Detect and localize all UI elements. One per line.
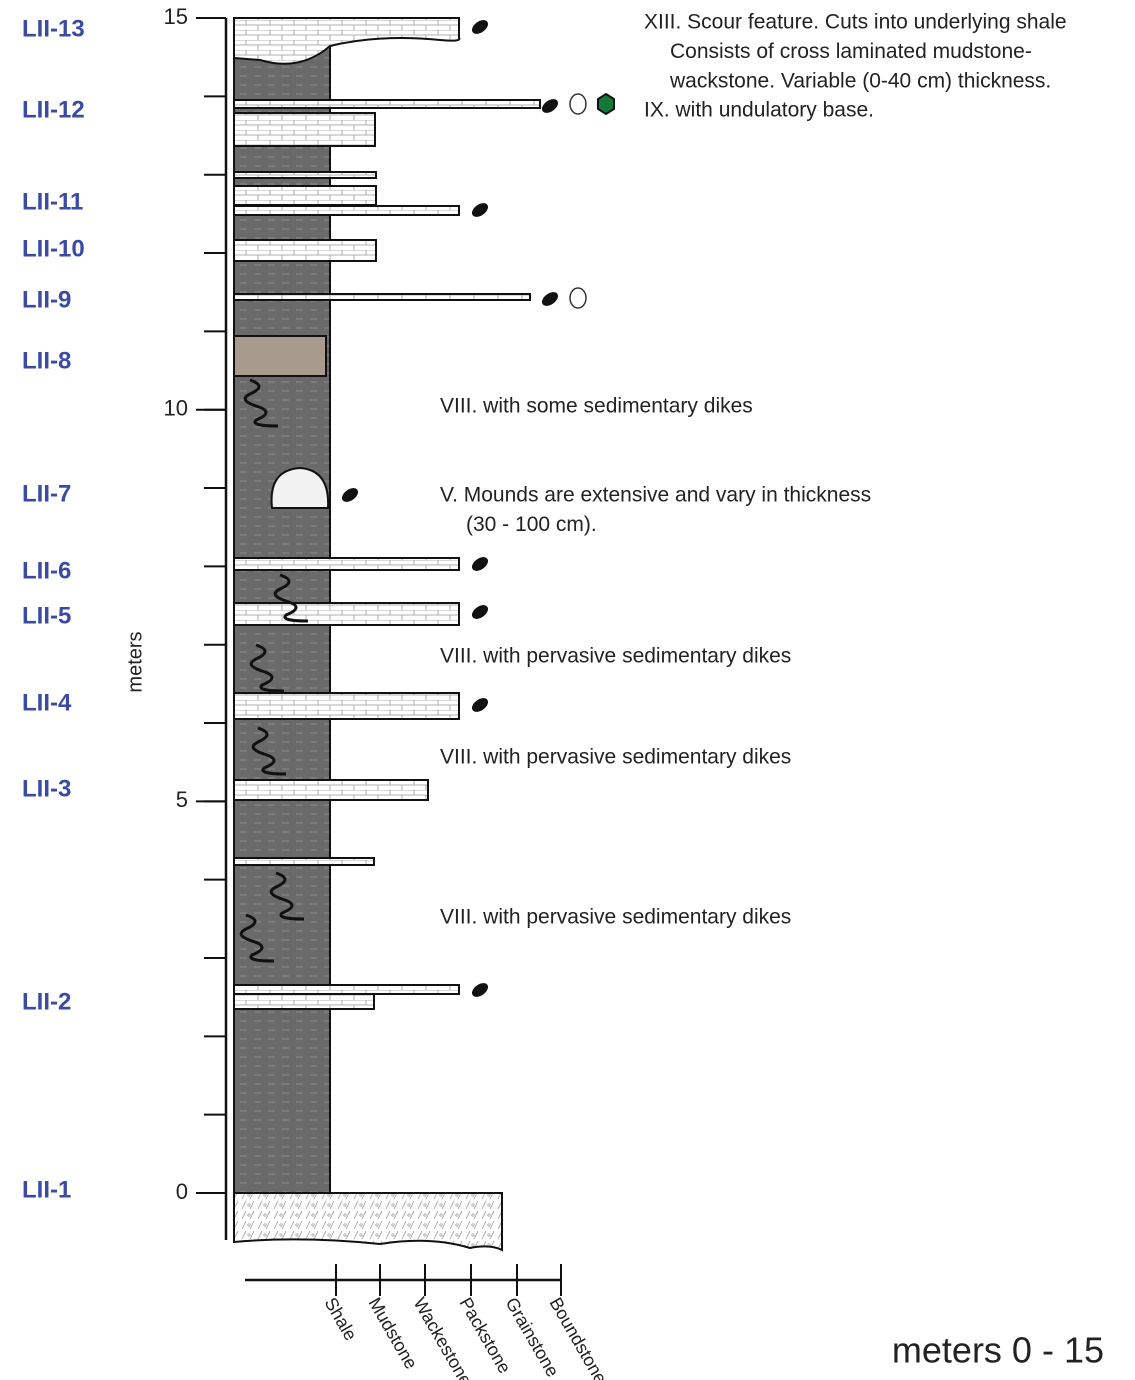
sample-label: LII-8: [22, 347, 71, 374]
limestone-bed: [234, 603, 459, 625]
annotation: V. Mounds are extensive and vary in thic…: [440, 484, 871, 507]
limestone-bed: [234, 100, 540, 108]
sample-label: LII-4: [22, 689, 72, 716]
bioclast: [469, 200, 490, 219]
annotation: wackstone. Variable (0-40 cm) thickness.: [669, 70, 1051, 93]
sample-label: LII-11: [22, 188, 83, 215]
scour-bed: [234, 18, 459, 64]
bioclast: [469, 17, 490, 36]
lithology-label: Shale: [321, 1294, 361, 1344]
sample-label: LII-1: [22, 1176, 71, 1203]
limestone-bed: [234, 186, 376, 205]
limestone-bed: [234, 558, 459, 570]
tick-label: 15: [164, 4, 188, 29]
sample-label: LII-9: [22, 286, 71, 313]
trilobite: [570, 94, 586, 114]
sample-label: LII-13: [22, 15, 85, 42]
annotation: VIII. with pervasive sedimentary dikes: [440, 906, 791, 929]
annotation: VIII. with some sedimentary dikes: [440, 395, 753, 418]
sample-label: LII-6: [22, 557, 71, 584]
caption: meters 0 - 15: [892, 1330, 1104, 1371]
base-bed: [234, 1193, 502, 1250]
siltstone-bed: [234, 336, 326, 376]
limestone-bed: [234, 113, 375, 146]
limestone-bed: [234, 985, 459, 994]
axis-label: meters: [124, 631, 146, 692]
annotation: Consists of cross laminated mudstone-: [670, 40, 1032, 63]
tick-label: 0: [176, 1179, 188, 1204]
limestone-bed: [234, 206, 459, 215]
crinoid: [598, 94, 614, 114]
sample-label: LII-10: [22, 235, 85, 262]
sample-label: LII-7: [22, 480, 71, 507]
annotation: IX. with undulatory base.: [644, 99, 874, 122]
bioclast: [469, 695, 490, 714]
limestone-bed: [234, 858, 374, 865]
bioclast: [539, 96, 560, 115]
bioclast: [469, 602, 490, 621]
sample-label: LII-2: [22, 988, 71, 1015]
limestone-bed: [234, 780, 428, 800]
annotation: VIII. with pervasive sedimentary dikes: [440, 746, 791, 769]
sample-label: LII-5: [22, 602, 71, 629]
annotation: (30 - 100 cm).: [466, 513, 597, 536]
limestone-bed: [234, 994, 374, 1009]
trilobite: [570, 288, 586, 308]
stratigraphic-column: meters meters 0 - 15 0 5 10 15 LII-13 LII-12 L…: [0, 0, 1135, 1380]
annotation: VIII. with pervasive sedimentary dikes: [440, 645, 791, 668]
bioclast: [469, 554, 490, 573]
limestone-bed: [234, 294, 530, 300]
annotation: XIII. Scour feature. Cuts into underlyin…: [644, 11, 1067, 34]
limestone-bed: [234, 693, 459, 719]
limestone-bed: [234, 240, 376, 261]
bioclast: [539, 289, 560, 308]
bioclast: [339, 485, 360, 504]
limestone-bed: [234, 172, 376, 178]
sample-label: LII-3: [22, 775, 71, 802]
tick-label: 10: [164, 396, 188, 421]
bioclast: [469, 980, 490, 999]
tick-label: 5: [176, 787, 188, 812]
sample-label: LII-12: [22, 96, 85, 123]
